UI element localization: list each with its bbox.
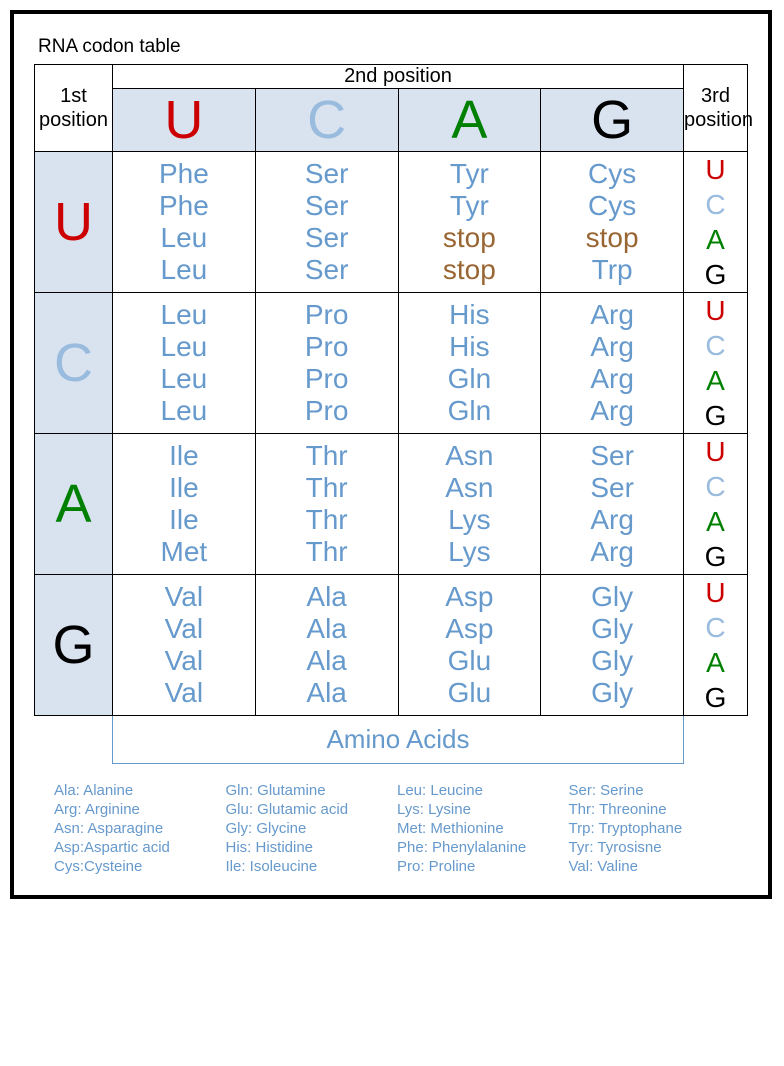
row-header-G: G <box>35 575 113 716</box>
col-header-A: A <box>398 89 541 152</box>
col-header-U: U <box>113 89 256 152</box>
legend-item: Thr: Threonine <box>569 801 729 818</box>
legend-item: Val: Valine <box>569 858 729 875</box>
header-first-position: 1st position <box>35 65 113 152</box>
col-header-C: C <box>255 89 398 152</box>
row-header-C: C <box>35 293 113 434</box>
legend-item: Leu: Leucine <box>397 782 557 799</box>
third-pos-A: UCAG <box>684 434 748 575</box>
third-pos-C: UCAG <box>684 293 748 434</box>
third-pos-U: UCAG <box>684 152 748 293</box>
cell-GC: AlaAlaAlaAla <box>255 575 398 716</box>
cell-CA: HisHisGlnGln <box>398 293 541 434</box>
cell-GA: AspAspGluGlu <box>398 575 541 716</box>
col-header-G: G <box>541 89 684 152</box>
cell-UC: SerSerSerSer <box>255 152 398 293</box>
third-pos-G: UCAG <box>684 575 748 716</box>
amino-acid-legend: Ala: Alanine Gln: Glutamine Leu: Leucine… <box>34 782 748 875</box>
cell-UU: PhePheLeuLeu <box>113 152 256 293</box>
cell-AU: IleIleIleMet <box>113 434 256 575</box>
row-header-A: A <box>35 434 113 575</box>
legend-item: Asp:Aspartic acid <box>54 839 214 856</box>
legend-item: Met: Methionine <box>397 820 557 837</box>
legend-item: Lys: Lysine <box>397 801 557 818</box>
legend-item: Glu: Glutamic acid <box>226 801 386 818</box>
table-title: RNA codon table <box>38 36 748 58</box>
legend-item: Asn: Asparagine <box>54 820 214 837</box>
legend-item: Ala: Alanine <box>54 782 214 799</box>
cell-CC: ProProProPro <box>255 293 398 434</box>
legend-item: Ile: Isoleucine <box>226 858 386 875</box>
amino-acids-bracket: Amino Acids <box>34 716 748 764</box>
codon-table: 1st position 2nd position 3rd position U… <box>34 64 748 716</box>
legend-item: Pro: Proline <box>397 858 557 875</box>
cell-GU: ValValValVal <box>113 575 256 716</box>
row-header-U: U <box>35 152 113 293</box>
cell-UG: CysCysstopTrp <box>541 152 684 293</box>
legend-item: Ser: Serine <box>569 782 729 799</box>
cell-UA: TyrTyrstopstop <box>398 152 541 293</box>
cell-GG: GlyGlyGlyGly <box>541 575 684 716</box>
legend-item: Trp: Tryptophane <box>569 820 729 837</box>
legend-item: Phe: Phenylalanine <box>397 839 557 856</box>
legend-item: His: Histidine <box>226 839 386 856</box>
legend-item: Cys:Cysteine <box>54 858 214 875</box>
legend-item: Tyr: Tyrosisne <box>569 839 729 856</box>
legend-item: Arg: Arginine <box>54 801 214 818</box>
codon-table-frame: RNA codon table 1st position 2nd positio… <box>10 10 772 899</box>
amino-acids-label: Amino Acids <box>112 716 684 764</box>
legend-item: Gln: Glutamine <box>226 782 386 799</box>
header-second-position: 2nd position <box>113 65 684 89</box>
cell-AG: SerSerArgArg <box>541 434 684 575</box>
cell-CU: LeuLeuLeuLeu <box>113 293 256 434</box>
cell-CG: ArgArgArgArg <box>541 293 684 434</box>
header-third-position: 3rd position <box>684 65 748 152</box>
cell-AC: ThrThrThrThr <box>255 434 398 575</box>
legend-item: Gly: Glycine <box>226 820 386 837</box>
cell-AA: AsnAsnLysLys <box>398 434 541 575</box>
